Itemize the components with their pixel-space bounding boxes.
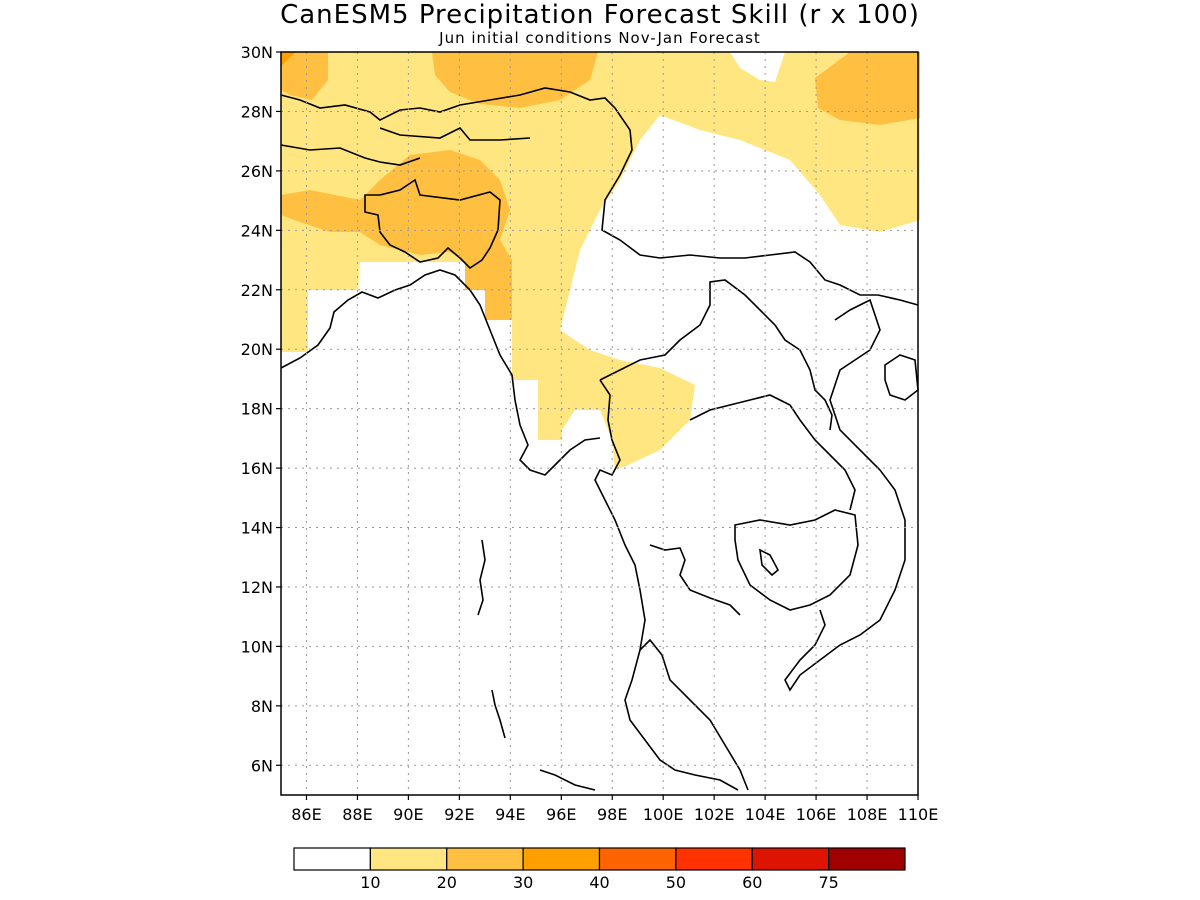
lon-tick-label: 110E [898, 805, 939, 824]
longitude-axis: 86E 88E 90E 92E 94E 96E 98E 100E 102E 104E 106E 108… [291, 795, 938, 824]
map-title: CanESM5 Precipitation Forecast Skill (r … [280, 0, 920, 30]
colorbar-swatch [751, 847, 830, 871]
colorbar-swatch [675, 847, 753, 871]
lon-tick-label: 108E [847, 805, 888, 824]
colorbar-swatch [598, 847, 677, 871]
coastline-sumatra [539, 769, 596, 791]
colorbar-label: 30 [513, 873, 533, 892]
colorbar-label: 40 [589, 873, 609, 892]
lon-tick-label: 86E [291, 805, 321, 824]
coastline-india [280, 269, 601, 476]
skill-region-30-40-corner [281, 52, 296, 66]
skill-region-20-30-north [432, 52, 598, 108]
lon-tick-label: 106E [796, 805, 837, 824]
colorbar-swatch [446, 847, 524, 871]
lon-tick-label: 98E [597, 805, 627, 824]
lon-tick-label: 96E [546, 805, 576, 824]
map-frame [280, 51, 919, 796]
lat-tick-label: 12N [241, 578, 273, 597]
lat-tick-label: 18N [241, 400, 273, 419]
colorbar-label: 50 [666, 873, 686, 892]
skill-shading [281, 52, 920, 470]
lat-tick-label: 30N [241, 43, 273, 62]
skill-region-10-20-northwest [281, 52, 920, 470]
border-himalaya [280, 87, 919, 306]
coastline-vietnam [784, 298, 906, 692]
coastlines [280, 87, 919, 791]
latitude-axis: 30N 28N 26N 24N 22N 20N 18N 16N 14N 12N 10N 8N 6N [241, 43, 281, 775]
lat-tick-label: 8N [251, 697, 273, 716]
lon-tick-label: 94E [495, 805, 525, 824]
lat-tick-label: 6N [251, 756, 273, 775]
lon-tick-label: 92E [444, 805, 474, 824]
border-laos [599, 279, 833, 431]
lon-tick-label: 88E [342, 805, 372, 824]
skill-region-20-30-bangladesh [281, 150, 512, 320]
border-thailand-laos-lower [689, 394, 856, 511]
lat-tick-label: 10N [241, 637, 273, 656]
colorbar-swatch [522, 847, 601, 871]
colorbar: 10 20 30 40 50 60 75 [293, 847, 906, 892]
colorbar-label: 10 [360, 873, 380, 892]
lon-tick-label: 100E [643, 805, 684, 824]
lat-tick-label: 16N [241, 459, 273, 478]
lat-tick-label: 26N [241, 162, 273, 181]
tonle-sap [759, 548, 780, 577]
lat-tick-label: 14N [241, 519, 273, 538]
lon-tick-label: 102E [694, 805, 735, 824]
andaman-islands [477, 539, 486, 616]
border-myanmar-thailand [594, 379, 739, 791]
lat-tick-label: 28N [241, 102, 273, 121]
lat-tick-label: 24N [241, 221, 273, 240]
lon-tick-label: 104E [745, 805, 786, 824]
skill-region-20-30-topleft [281, 52, 328, 100]
border-cambodia [734, 509, 859, 611]
border-bangladesh [364, 178, 501, 270]
colorbar-label: 75 [818, 873, 838, 892]
border-nepal [280, 144, 421, 166]
map-grid [281, 52, 918, 795]
nicobar-islands [491, 689, 506, 739]
lat-tick-label: 20N [241, 340, 273, 359]
lon-tick-label: 90E [393, 805, 423, 824]
colorbar-label: 20 [437, 873, 457, 892]
skill-region-below-10-notch [730, 52, 785, 82]
colorbar-label: 60 [742, 873, 762, 892]
colorbar-swatch [369, 847, 448, 871]
coastline-gulf-thailand [649, 544, 741, 616]
lat-tick-label: 22N [241, 281, 273, 300]
map-subtitle: Jun initial conditions Nov-Jan Forecast [439, 29, 761, 47]
border-bhutan [379, 127, 531, 141]
colorbar-swatch [828, 847, 906, 871]
hainan-island [884, 354, 919, 401]
coastline-malay [639, 638, 749, 791]
colorbar-swatch [293, 847, 371, 871]
